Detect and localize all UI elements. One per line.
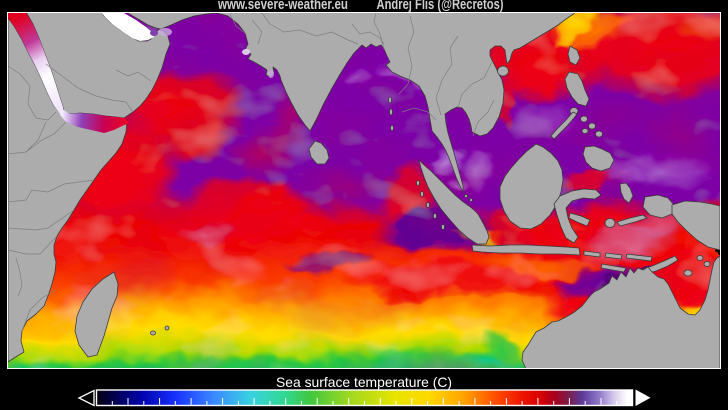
svg-text:Sea surface temperature (C): Sea surface temperature (C) xyxy=(276,374,452,390)
svg-text:www.severe-weather.eu: www.severe-weather.eu xyxy=(217,0,348,13)
svg-text:Andrej Flis (@Recretos): Andrej Flis (@Recretos) xyxy=(377,0,504,13)
